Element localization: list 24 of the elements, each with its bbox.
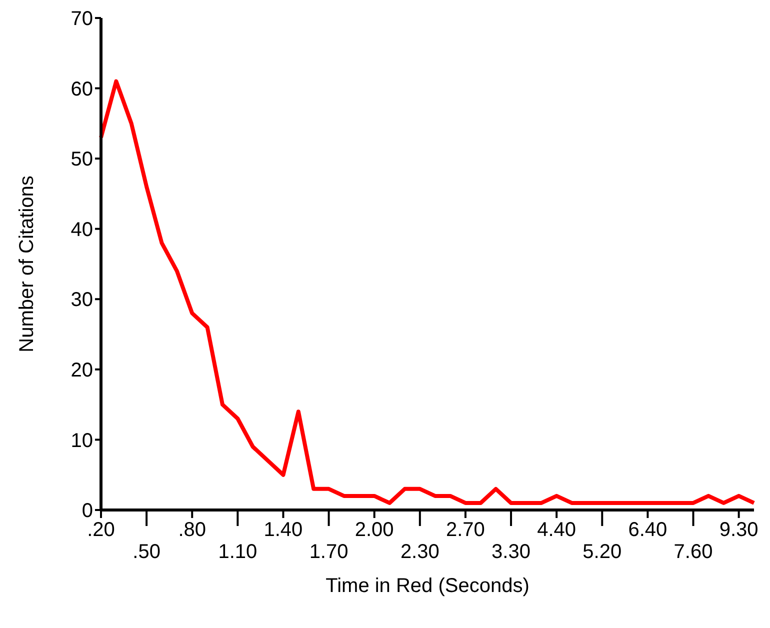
line-series (99, 79, 756, 505)
x-tick-label: 2.30 (400, 541, 440, 563)
y-tick-label: 50 (70, 148, 93, 171)
x-tick-label: 2.70 (446, 519, 485, 541)
y-tick-label: 60 (70, 78, 93, 100)
x-tick-label: 1.40 (264, 519, 303, 541)
x-tick-label: .50 (132, 541, 160, 563)
x-tick-label: 6.40 (628, 519, 668, 541)
x-axis-title: Time in Red (Seconds) (326, 575, 530, 597)
x-tick-label: 4.40 (537, 519, 576, 541)
x-tick-label: 1.10 (218, 541, 258, 563)
y-tick-label: 20 (70, 360, 93, 382)
x-tick-label: 2.00 (354, 519, 394, 541)
y-tick-label: 30 (70, 289, 93, 312)
x-tick-label: 9.30 (719, 519, 758, 541)
y-tick-label: 70 (70, 8, 93, 30)
x-tick-label: .80 (178, 519, 206, 541)
y-tick-label: 40 (70, 218, 93, 241)
y-tick-label: 10 (70, 430, 93, 452)
x-tick-label: 1.70 (309, 541, 348, 563)
x-tick-label: 5.20 (582, 541, 622, 563)
x-tick-label: 7.60 (674, 541, 713, 563)
y-axis-title: Number of Citations (16, 176, 38, 352)
x-tick-label: 3.30 (492, 541, 530, 563)
